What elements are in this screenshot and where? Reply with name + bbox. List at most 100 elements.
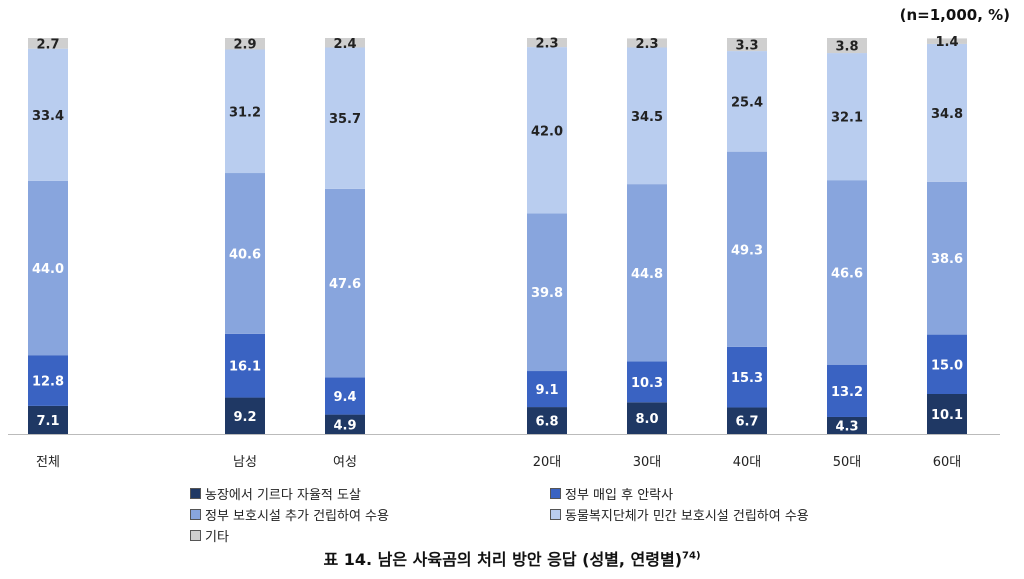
data-label: 16.1 [229,360,261,375]
legend-swatch [550,509,561,520]
bar-segment [827,364,867,417]
bar-segment [827,180,867,365]
bar-segment [225,173,265,334]
data-label: 38.6 [931,252,963,267]
data-label: 2.3 [635,37,658,52]
unit-label: (n=1,000, %) [899,6,1010,24]
data-label: 3.8 [835,40,858,55]
bar-segment [527,47,567,214]
bar-segment [225,333,265,398]
legend-swatch [190,509,201,520]
bar-segment [627,361,667,403]
data-label: 39.8 [531,286,563,301]
bar-segment [527,38,567,48]
legend-label: 농장에서 기르다 자율적 도살 [205,488,361,503]
bar-segment [325,414,365,434]
legend-label: 정부 매입 후 안락사 [565,488,674,503]
bar-segment [527,371,567,408]
data-label: 13.2 [831,385,863,400]
bar-segment [627,402,667,434]
x-tick-label: 30대 [633,455,662,470]
bar-segment [28,355,68,406]
chart-title: 표 14. 남은 사육곰의 처리 방안 응답 (성별, 연령별)74) [0,546,1024,570]
legend-swatch [190,530,201,541]
data-label: 47.6 [329,277,361,292]
x-tick-label: 50대 [833,455,862,470]
bar-segment [927,394,967,434]
bar-segment [325,188,365,378]
data-label: 2.7 [36,37,59,52]
data-label: 6.7 [735,415,758,430]
data-label: 31.2 [229,105,261,120]
data-label: 25.4 [731,95,763,110]
data-label: 4.9 [333,418,356,433]
data-label: 10.1 [931,408,963,423]
x-tick-label: 20대 [533,455,562,470]
data-label: 42.0 [531,124,563,139]
x-tick-label: 40대 [733,455,762,470]
data-label: 8.0 [635,412,658,427]
data-label: 33.4 [32,109,64,124]
bar-segment [627,38,667,48]
data-label: 2.4 [333,37,356,52]
data-label: 1.4 [935,35,958,50]
legend-label: 동물복지단체가 민간 보호시설 건립하여 수용 [565,509,809,524]
bar-segment [827,38,867,54]
bar-segment [527,213,567,372]
data-label: 15.3 [731,371,763,386]
data-label: 3.3 [735,39,758,54]
data-label: 34.5 [631,110,663,125]
bar-segment [225,49,265,174]
legend-item: 기타 [190,526,229,545]
bar-segment [727,38,767,52]
bar-segment [28,405,68,434]
bar-segment [727,151,767,347]
legend-item: 동물복지단체가 민간 보호시설 건립하여 수용 [550,505,809,524]
data-label: 35.7 [329,112,361,127]
bar-segment [325,38,365,48]
bar-segment [727,51,767,152]
legend-label: 정부 보호시설 추가 건립하여 수용 [205,509,389,524]
legend-swatch [190,488,201,499]
data-label: 4.3 [835,419,858,434]
bar-segment [225,38,265,50]
data-label: 15.0 [931,358,963,373]
legend-item: 농장에서 기르다 자율적 도살 [190,484,361,503]
bar-segment [927,334,967,395]
x-tick-label: 전체 [36,455,60,470]
data-label: 44.8 [631,267,663,282]
chart-title-text: 표 14. 남은 사육곰의 처리 방안 응답 (성별, 연령별) [323,550,683,569]
x-tick-label: 여성 [333,455,357,470]
legend-item: 정부 보호시설 추가 건립하여 수용 [190,505,389,524]
data-label: 2.3 [535,37,558,52]
bar-segment [827,53,867,181]
bar-segment [325,47,365,189]
data-label: 9.1 [535,383,558,398]
data-label: 49.3 [731,243,763,258]
bar-segment [627,184,667,362]
bar-segment [28,180,68,356]
data-label: 6.8 [535,415,558,430]
data-label: 9.2 [233,410,256,425]
bar-segment [527,407,567,434]
data-label: 10.3 [631,376,663,391]
bar-segment [927,43,967,182]
bar-segment [325,377,365,415]
legend-item: 정부 매입 후 안락사 [550,484,673,503]
data-label: 32.1 [831,111,863,126]
stacked-bar-chart: 7.1 12.8 44.0 33.4 2.7 전체 9.2 16.1 40.6 31.2 2.9 남성… [8,35,1000,470]
bar-segment [28,38,68,49]
data-label: 9.4 [333,390,356,405]
x-tick-label: 남성 [233,455,257,470]
bar-segment [627,47,667,185]
data-label: 46.6 [831,266,863,281]
x-tick-label: 60대 [933,455,962,470]
legend-label: 기타 [205,530,229,545]
bar-segment [927,181,967,335]
data-label: 40.6 [229,247,261,262]
data-label: 2.9 [233,38,256,53]
chart-title-footnote: 74) [682,550,701,562]
bar-segment [727,346,767,408]
data-label: 7.1 [36,414,59,429]
bar-segment [28,48,68,181]
